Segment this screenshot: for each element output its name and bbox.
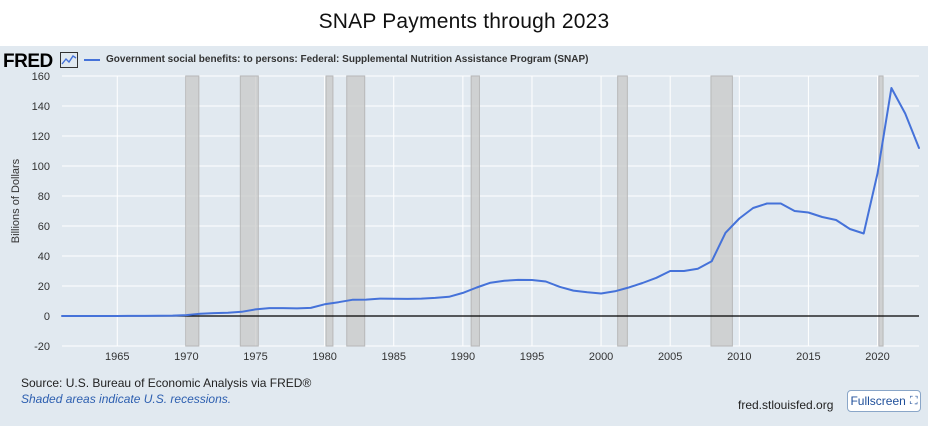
grid-lines [62,75,919,347]
y-tick-label: -20 [34,341,50,353]
tick-labels: -20 0 20 40 60 80 100 120 140 160 1965 1970 1975 1980… [10,71,890,363]
source-note: Source: U.S. Bureau of Economic Analysis… [21,376,312,390]
recession-band [878,75,884,347]
fullscreen-icon: ⛶ [909,394,918,407]
recession-band [710,75,733,347]
recession-note: Shaded areas indicate U.S. recessions. [21,392,232,406]
x-tick-label: 1975 [243,351,267,363]
y-tick-label: 140 [32,101,50,113]
recession-band [617,75,628,347]
x-tick-label: 1980 [312,351,336,363]
recession-band [185,75,200,347]
y-tick-label: 60 [38,221,50,233]
recession-band [470,75,480,347]
fullscreen-button[interactable]: Fullscreen ⛶ [847,390,921,412]
y-tick-label: 120 [32,131,50,143]
site-link[interactable]: fred.stlouisfed.org [738,398,834,412]
x-tick-label: 2000 [589,351,613,363]
recession-band [239,75,259,347]
legend-label: Government social benefits: to persons: … [106,54,589,65]
x-tick-label: 2020 [865,351,889,363]
y-tick-label: 80 [38,191,50,203]
y-tick-label: 160 [32,71,50,83]
x-tick-label: 1970 [174,351,198,363]
y-tick-label: 100 [32,161,50,173]
x-tick-label: 2005 [658,351,682,363]
page-title: SNAP Payments through 2023 [318,10,610,33]
fullscreen-label: Fullscreen [850,394,906,408]
recession-bands [185,75,884,347]
y-tick-label: 0 [44,311,50,323]
y-tick-label: 20 [38,281,50,293]
chart-legend: Government social benefits: to persons: … [84,54,589,65]
x-tick-label: 2015 [796,351,820,363]
series [61,87,920,317]
recession-band [325,75,334,347]
recession-band [346,75,366,347]
legend-swatch [84,58,100,61]
line-chart-icon [60,52,78,68]
chart-panel [0,46,928,426]
x-tick-label: 1995 [520,351,544,363]
y-tick-label: 40 [38,251,50,263]
x-tick-label: 1990 [451,351,475,363]
x-tick-label: 2010 [727,351,751,363]
fred-logo[interactable]: FRED [3,51,53,72]
y-axis-label: Billions of Dollars [10,158,22,243]
x-tick-label: 1965 [105,351,129,363]
x-tick-label: 1985 [381,351,405,363]
